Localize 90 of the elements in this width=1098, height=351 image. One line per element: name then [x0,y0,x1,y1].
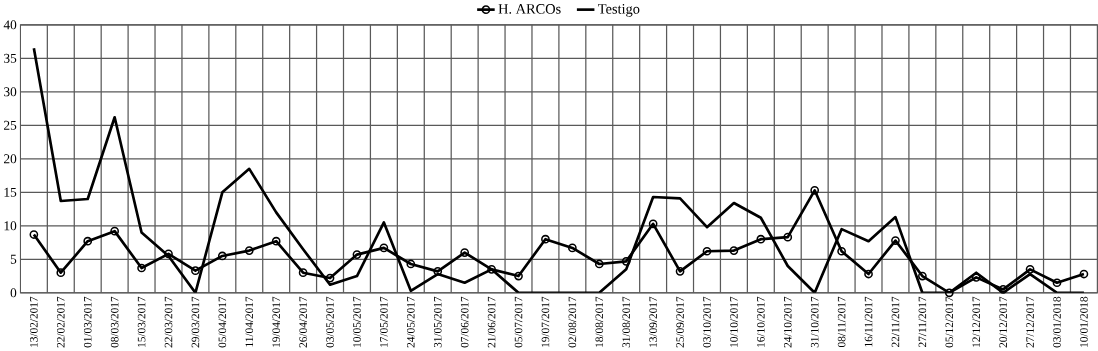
x-tick-label: 20/12/2017 [999,296,1007,348]
point [433,266,443,276]
point [352,250,362,259]
point [998,284,1008,294]
x-tick-label: 12/12/2017 [972,296,981,347]
point [648,219,658,229]
y-tick-label: 10 [4,221,17,231]
y-tick-label: 30 [4,87,17,97]
x-tick-label: 03/01/2018 [1053,296,1061,348]
point [1025,264,1035,274]
point [191,266,200,275]
y-tick-label: 35 [4,53,17,63]
point [244,246,254,255]
point [621,256,631,266]
x-tick-label: 05/04/2017 [218,296,227,348]
point [1079,269,1089,279]
point [217,251,227,261]
point [406,259,416,269]
x-tick-label: 16/11/2017 [864,296,873,347]
x-tick-label: 08/11/2017 [837,296,846,347]
point [891,236,900,245]
point [810,185,820,195]
x-tick-label: 31/10/2017 [810,296,819,348]
x-tick-label: 03/10/2017 [703,296,711,348]
x-tick-label: 21/06/2017 [487,296,496,348]
x-tick-label: 10/01/2018 [1080,296,1088,347]
x-tick-label: 10/05/2017 [353,296,361,347]
point [164,249,173,259]
x-tick-label: 27/11/2017 [918,296,927,347]
y-tick-label: 40 [3,20,17,30]
x-tick-label: 11/04/2017 [245,296,254,347]
point [137,263,146,273]
point [29,230,39,239]
point [702,246,712,256]
point [783,232,793,242]
x-tick-label: 25/09/2017 [676,296,684,348]
x-tick-label: 01/03/2017 [83,296,92,348]
point [487,264,496,274]
x-tick-label: 27/12/2017 [1026,296,1034,348]
x-tick-label: 13/09/2017 [649,296,657,347]
y-tick-label: 25 [4,120,17,130]
point [460,248,470,257]
y-tick-label: 0 [10,288,17,298]
point [514,271,523,281]
point [756,234,766,244]
point [110,226,120,236]
x-tick-label: 07/06/2017 [460,296,469,348]
x-tick-label: 05/12/2017 [945,296,954,348]
point [541,234,550,244]
point [325,273,335,283]
x-tick-label: 17/05/2017 [380,296,388,347]
x-tick-label: 15/03/2017 [137,296,146,347]
point [379,243,389,253]
x-tick-label: 02/08/2017 [568,296,577,348]
point [56,268,66,277]
x-tick-label: 31/08/2017 [622,296,631,348]
x-tick-label: 10/10/2017 [730,296,738,347]
point [1052,278,1062,287]
point [837,246,846,256]
point [298,268,308,277]
x-tick-label: 22/03/2017 [164,296,173,348]
x-tick-label: 13/02/2017 [30,296,38,347]
x-tick-label: 24/05/2017 [407,296,415,348]
x-tick-label: 08/03/2017 [110,296,119,348]
x-tick-label: 19/04/2017 [272,296,280,347]
point [568,243,577,253]
y-tick-label: 15 [4,187,17,197]
x-tick-label: 26/04/2017 [299,296,307,348]
x-tick-label: 16/10/2017 [757,296,765,347]
point [594,259,604,269]
y-tick-label: 20 [4,154,17,164]
point [675,266,685,276]
x-tick-label: 03/05/2017 [326,296,334,348]
x-tick-label: 05/07/2017 [514,296,523,348]
x-tick-label: 22/02/2017 [56,296,65,348]
x-tick-label: 19/07/2017 [541,296,550,347]
point [83,236,93,246]
point [864,269,873,279]
x-tick-label: 24/10/2017 [783,296,792,348]
point [271,236,281,246]
legend-label: Testigo [598,3,640,17]
point [729,246,739,255]
point [918,271,927,281]
x-tick-label: 29/03/2017 [191,296,200,348]
x-tick-label: 18/08/2017 [595,296,604,347]
legend-label: H. ARCOs [498,3,561,14]
x-tick-label: 31/05/2017 [433,296,442,348]
point [944,288,954,298]
y-tick-label: 5 [10,254,17,264]
x-tick-label: 22/11/2017 [891,296,900,347]
